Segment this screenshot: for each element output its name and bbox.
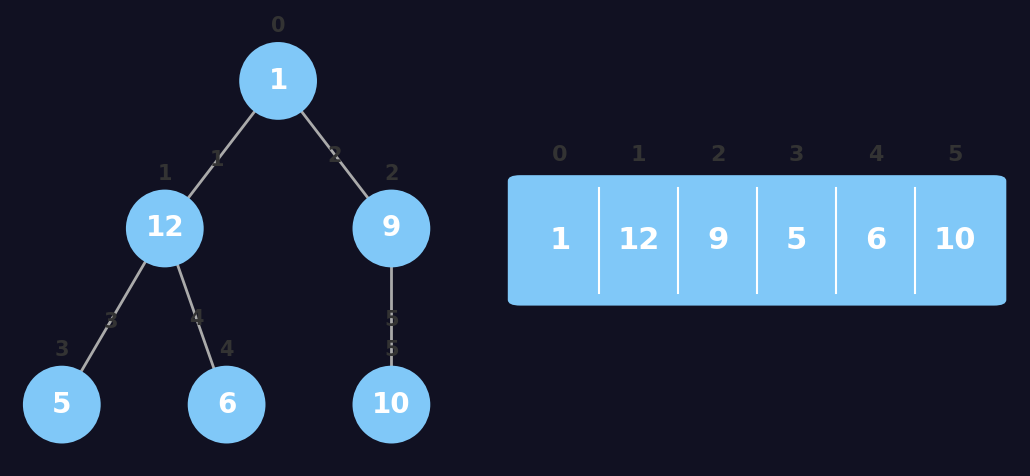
- Ellipse shape: [23, 366, 101, 444]
- Text: 9: 9: [707, 226, 728, 255]
- Text: 12: 12: [145, 215, 184, 242]
- Text: 0: 0: [271, 16, 285, 36]
- Text: 2: 2: [328, 146, 342, 166]
- Text: 1: 1: [158, 164, 172, 184]
- Text: 1: 1: [549, 226, 571, 255]
- Text: 2: 2: [710, 145, 725, 165]
- Text: 9: 9: [382, 215, 401, 242]
- Text: 4: 4: [219, 340, 234, 360]
- Text: 1: 1: [269, 67, 287, 95]
- Text: 0: 0: [552, 145, 568, 165]
- Text: 10: 10: [372, 391, 411, 418]
- Ellipse shape: [352, 189, 431, 268]
- Text: 5: 5: [384, 340, 399, 360]
- Ellipse shape: [126, 189, 204, 268]
- Text: 1: 1: [209, 150, 224, 170]
- Text: 12: 12: [617, 226, 660, 255]
- Text: 5: 5: [947, 145, 962, 165]
- Ellipse shape: [239, 42, 317, 120]
- Text: 5: 5: [384, 310, 399, 330]
- Text: 4: 4: [190, 309, 204, 329]
- Text: 10: 10: [933, 226, 975, 255]
- Text: 3: 3: [55, 340, 69, 360]
- FancyBboxPatch shape: [508, 175, 1006, 306]
- Text: 2: 2: [384, 164, 399, 184]
- Text: 3: 3: [789, 145, 804, 165]
- Text: 6: 6: [217, 391, 236, 418]
- Ellipse shape: [187, 366, 266, 444]
- Text: 6: 6: [865, 226, 886, 255]
- Text: 1: 1: [630, 145, 647, 165]
- Text: 5: 5: [786, 226, 808, 255]
- Text: 5: 5: [53, 391, 71, 418]
- Ellipse shape: [352, 366, 431, 444]
- Text: 4: 4: [868, 145, 883, 165]
- Text: 3: 3: [104, 312, 118, 332]
